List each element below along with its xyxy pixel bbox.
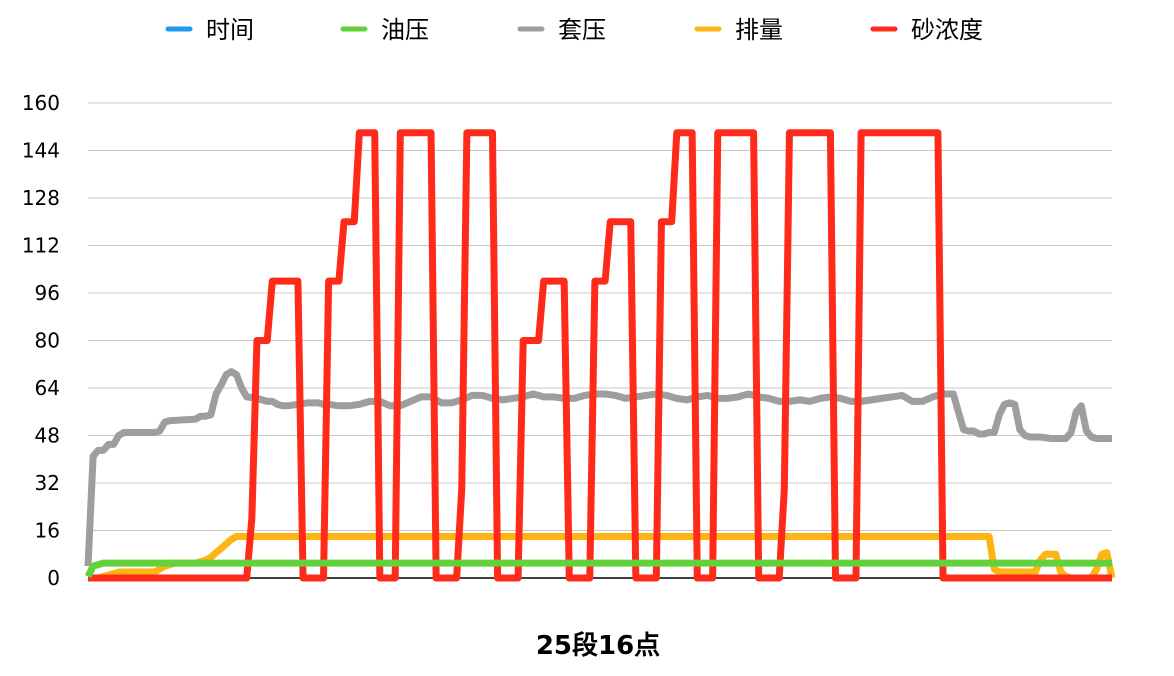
x-axis-label: 25段16点 xyxy=(536,630,660,661)
y-tick-label-32: 32 xyxy=(35,471,60,495)
y-tick-label-144: 144 xyxy=(22,139,60,163)
legend-label: 排量 xyxy=(735,16,783,44)
y-tick-label-80: 80 xyxy=(35,329,60,353)
legend-item-砂浓度: 砂浓度 xyxy=(870,16,983,44)
legend-label: 时间 xyxy=(206,16,254,44)
legend-label: 油压 xyxy=(381,16,429,44)
series-line-排量 xyxy=(88,532,1116,582)
series-line-砂浓度 xyxy=(88,129,1112,582)
y-tick-label-96: 96 xyxy=(35,281,60,305)
legend-label: 套压 xyxy=(558,16,606,44)
y-tick-label-0: 0 xyxy=(47,566,60,590)
series-lines xyxy=(84,129,1116,582)
y-axis-ticks: 0 16 32 48 64 80 96 112 128 144 160 xyxy=(22,91,60,590)
y-tick-label-160: 160 xyxy=(22,91,60,115)
legend-item-排量: 排量 xyxy=(694,16,783,44)
legend-item-油压: 油压 xyxy=(340,16,429,44)
y-tick-label-128: 128 xyxy=(22,186,60,210)
y-tick-label-64: 64 xyxy=(35,376,60,400)
y-tick-label-112: 112 xyxy=(22,234,60,258)
y-tick-label-48: 48 xyxy=(35,424,60,448)
grid-lines xyxy=(88,102,1112,579)
series-line-油压 xyxy=(84,559,1112,579)
y-tick-label-16: 16 xyxy=(35,519,60,543)
legend-item-时间: 时间 xyxy=(165,16,254,44)
legend-item-套压: 套压 xyxy=(517,16,606,44)
legend: 时间 油压 套压 排量 砂浓度 xyxy=(165,16,983,44)
legend-label: 砂浓度 xyxy=(911,16,983,44)
